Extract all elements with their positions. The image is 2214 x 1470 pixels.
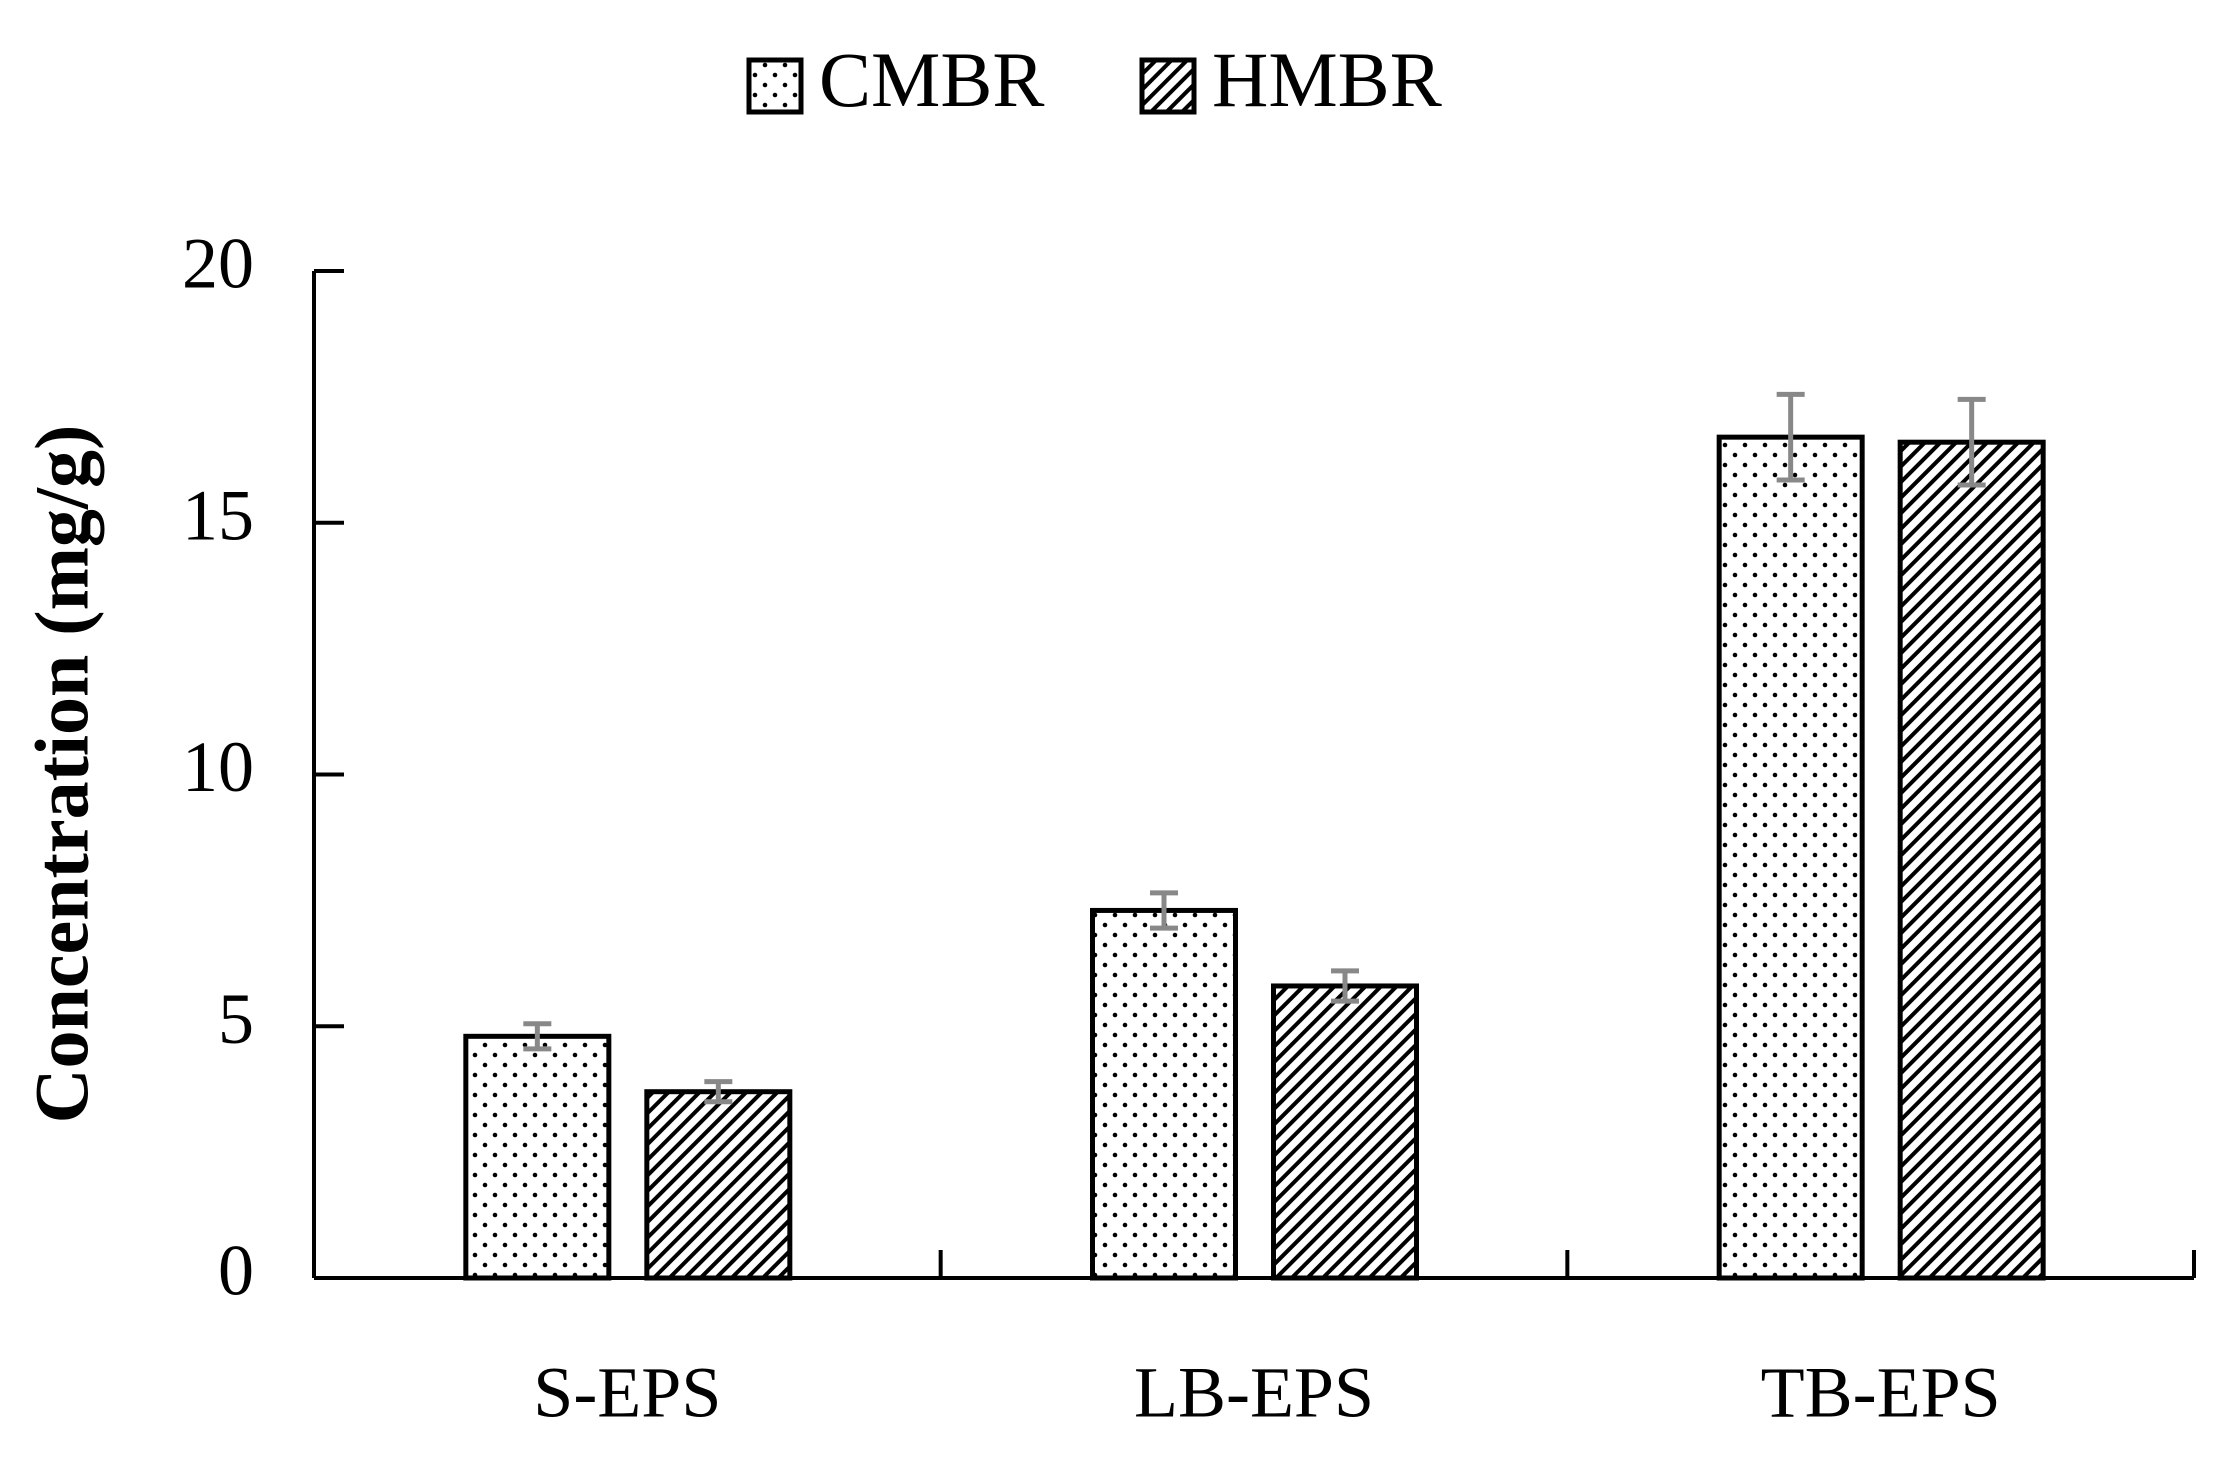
y-tick-label: 5: [218, 979, 254, 1059]
error-bar: [704, 1079, 733, 1105]
error-bar: [1957, 396, 1986, 488]
x-tick-label: TB-EPS: [1761, 1353, 2001, 1433]
error-bar: [1776, 391, 1805, 483]
error-bar: [1150, 890, 1178, 931]
legend-label: CMBR: [819, 36, 1044, 123]
y-tick-label: 20: [182, 224, 254, 304]
y-tick-label: 0: [218, 1231, 254, 1311]
error-bar: [1331, 968, 1359, 1004]
y-tick-label: 10: [182, 727, 254, 807]
bar: [1716, 434, 1865, 1281]
bar: [644, 1089, 793, 1281]
legend-swatch: [746, 57, 804, 115]
x-tick-label: LB-EPS: [1134, 1353, 1374, 1433]
bar: [463, 1033, 612, 1281]
bar: [1271, 983, 1419, 1281]
error-bar: [523, 1021, 552, 1052]
bar: [1090, 907, 1238, 1281]
legend-swatch: [1139, 57, 1197, 115]
legend-label: HMBR: [1212, 36, 1442, 123]
x-tick-label: S-EPS: [533, 1353, 721, 1433]
bar: [1897, 439, 2046, 1281]
y-tick-label: 15: [182, 475, 254, 555]
y-axis-title: Concentration (mg/g): [20, 425, 104, 1124]
